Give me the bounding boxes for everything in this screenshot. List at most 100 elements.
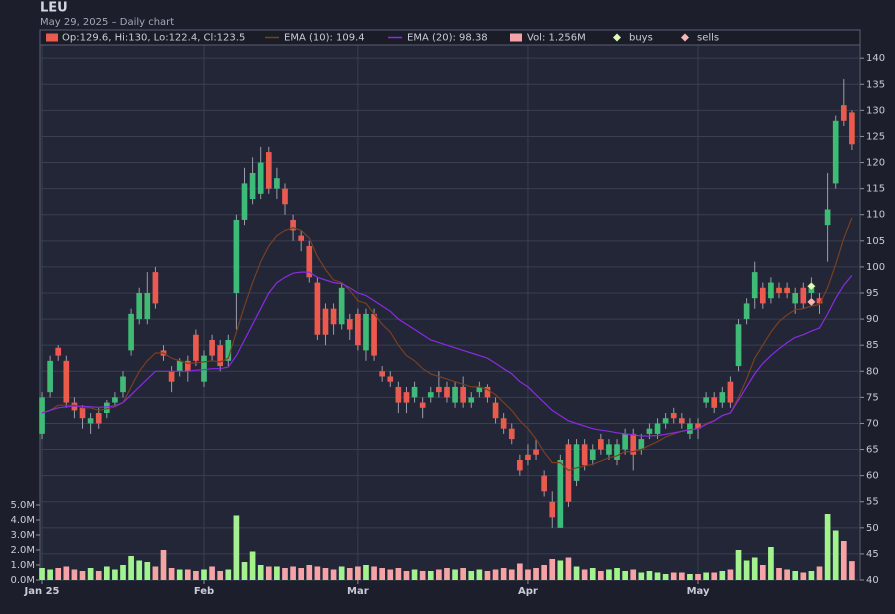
y2-tick-label: 0.0M [10, 575, 35, 586]
volume-bar [492, 569, 499, 580]
candle-body [249, 172, 256, 200]
volume-bar [654, 572, 661, 580]
volume-bar [816, 566, 823, 580]
candle-body [39, 397, 45, 434]
candle-body [751, 272, 758, 299]
axes: 40 45 50 55 60 65 70 75 80 85 90 95 100 105 110 115 120 1… [10, 53, 885, 597]
y-tick-label: 135 [866, 79, 885, 90]
volume-bar [152, 566, 159, 580]
candle-body [136, 292, 143, 320]
volume-bar [525, 569, 531, 580]
x-tick-label: May [687, 586, 710, 597]
candle-body [484, 386, 491, 398]
candle-body [87, 418, 94, 424]
candle-body [541, 475, 547, 492]
candle-body [727, 381, 734, 403]
y-tick-label: 115 [866, 184, 885, 195]
x-tick-label: Apr [518, 586, 538, 597]
candle-body [201, 355, 207, 382]
candle-body [654, 423, 661, 434]
volume-bar [71, 569, 78, 580]
volume-bar [476, 569, 483, 580]
y-tick-label: 50 [866, 523, 879, 534]
legend-label: Vol: 1.256M [527, 33, 586, 44]
trade-marker [807, 297, 816, 307]
candle-body [840, 105, 847, 121]
volume-bar [614, 568, 620, 580]
legend-label: sells [697, 33, 719, 44]
y2-tick-label: 5.0M [10, 500, 35, 511]
candle-body [573, 444, 580, 481]
candle-body [290, 219, 296, 231]
volume-bar [703, 572, 709, 580]
candle-body [176, 360, 183, 372]
candle-body [630, 433, 637, 455]
candle-body [735, 324, 742, 367]
candle-body [144, 292, 151, 320]
volume-bar [241, 562, 248, 580]
candle-body [419, 402, 426, 408]
volume-bar [112, 569, 118, 580]
y-tick-label: 110 [866, 210, 885, 221]
candle-body [533, 449, 539, 455]
y-tick-label: 80 [866, 366, 879, 377]
candle-body [549, 501, 556, 518]
candle-body [662, 418, 669, 424]
candle-body [257, 162, 264, 194]
candle-body [209, 339, 215, 356]
chart-title: LEU [40, 1, 68, 16]
candle-body [695, 423, 701, 429]
volume-bar [282, 568, 288, 580]
candle-body [395, 386, 402, 403]
volume-bar [128, 556, 134, 580]
volume-bar [379, 568, 386, 580]
candle-body [120, 376, 126, 393]
volume-bar [168, 568, 175, 580]
candle-body [500, 418, 507, 429]
candle-body [711, 397, 718, 408]
candle-body [314, 282, 321, 335]
candle-body [112, 397, 118, 403]
candle-body [784, 287, 790, 293]
volume-bar [784, 569, 790, 580]
volume-bar [598, 571, 604, 580]
candles [39, 79, 855, 528]
volume-bar [306, 565, 313, 580]
volume-bar [630, 569, 637, 580]
candle-body [282, 188, 288, 205]
volume-bar [581, 569, 588, 580]
candle-body [274, 178, 280, 189]
volume-bar [460, 568, 466, 580]
chart-subtitle: May 29, 2025 – Daily chart [40, 17, 174, 28]
trade-marker [807, 281, 816, 291]
x-tick-label: Mar [347, 586, 369, 597]
volume-bar [103, 566, 110, 580]
candle-body [128, 313, 134, 351]
volume-bar [39, 568, 45, 580]
volume-bar [209, 566, 215, 580]
candle-body [492, 402, 499, 419]
x-tick-label: Jan 25 [24, 586, 60, 597]
ema-line [41, 271, 853, 437]
volume-bar [274, 566, 280, 580]
candle-body [225, 339, 232, 361]
volume-bar [662, 574, 669, 580]
candle-body [776, 287, 782, 293]
volume-bar [452, 569, 458, 580]
volume-bar [670, 572, 677, 580]
candle-body [703, 397, 709, 403]
y-tick-label: 105 [866, 236, 885, 247]
candle-body [371, 313, 377, 356]
candle-body [687, 423, 693, 434]
candle-body [816, 298, 823, 304]
markers [807, 281, 816, 307]
legend-label: EMA (20): 98.38 [407, 33, 488, 44]
y-tick-label: 55 [866, 497, 879, 508]
volume-bar [800, 572, 807, 580]
volume-bar [517, 563, 523, 580]
y2-tick-label: 2.0M [10, 545, 35, 556]
volume-bar [257, 565, 264, 580]
candle-body [743, 303, 750, 320]
candle-body [670, 413, 677, 419]
